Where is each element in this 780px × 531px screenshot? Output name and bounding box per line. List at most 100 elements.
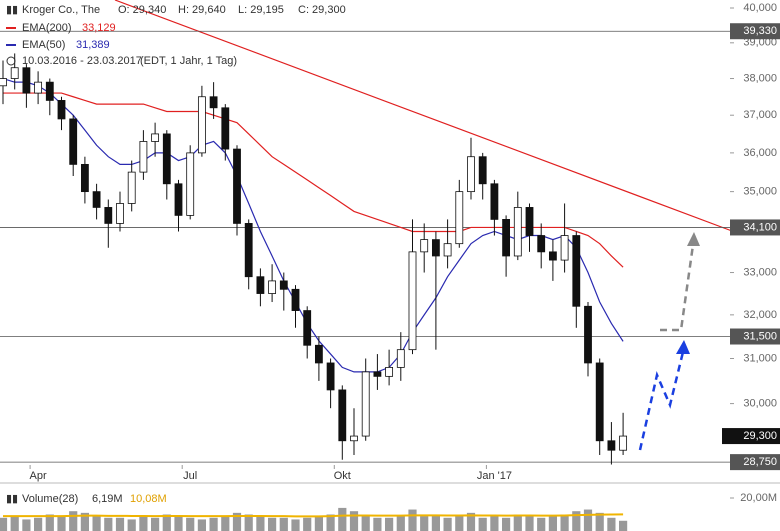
volume-bar <box>268 517 277 531</box>
level-box <box>730 454 780 471</box>
volume-bar <box>244 514 253 531</box>
volume-bar <box>291 519 300 531</box>
candle-body <box>45 81 54 101</box>
icon: ▮▮ <box>6 4 18 16</box>
candle-body <box>595 362 604 442</box>
last-price-label: 29,300 <box>743 430 777 442</box>
candle-body <box>584 305 592 364</box>
y-tick-label: 38,000 <box>743 72 777 84</box>
volume-bar <box>279 517 288 531</box>
last-price-box <box>722 428 780 445</box>
instrument: Kroger Co., The <box>22 4 100 16</box>
y-tick-label: 31,000 <box>743 352 777 364</box>
volume-bar <box>338 507 347 531</box>
volume-bar <box>490 516 499 531</box>
volume-tick-label: 20,00M <box>740 492 777 504</box>
candle-body <box>478 156 487 185</box>
period: 10.03.2016 - 23.03.2017 <box>22 55 142 67</box>
volume-bar <box>548 516 557 531</box>
volume-bar <box>396 516 405 531</box>
header: ▮▮ Kroger Co., The O: 29,340 H: 29,640 L… <box>6 4 346 505</box>
volume-bar <box>619 520 628 531</box>
arrow-head <box>676 340 690 354</box>
candle-body <box>10 67 19 79</box>
volume-bar <box>10 516 19 531</box>
legend-value: 31,389 <box>76 39 110 51</box>
candle-body <box>607 440 616 451</box>
level-box <box>730 328 780 345</box>
candle-body <box>80 163 89 193</box>
candle-body <box>69 118 78 165</box>
volume-bar <box>209 517 218 531</box>
volume-bar <box>197 519 206 531</box>
volume-bar <box>607 517 616 531</box>
candle-body <box>268 280 277 294</box>
candle-body <box>396 349 405 368</box>
volume-bar <box>385 517 394 531</box>
candle-body <box>572 235 581 307</box>
legend: EMA(200) <box>22 22 72 34</box>
candle-body <box>431 239 440 257</box>
volume-bar <box>45 514 54 531</box>
y-tick-label: 32,000 <box>743 309 777 321</box>
candle-body <box>326 362 335 391</box>
volume-bar <box>408 509 417 531</box>
candle-body <box>513 207 522 257</box>
volume-bar <box>420 516 429 531</box>
volume-bar <box>583 509 593 531</box>
candle-body <box>314 344 323 364</box>
candle-body <box>244 223 253 278</box>
volume-bar <box>232 512 242 531</box>
volume-bar <box>174 516 183 531</box>
volume-bar <box>139 516 148 531</box>
y-tick-label: 40,000 <box>743 2 777 14</box>
x-tick-label: Jul <box>183 470 197 482</box>
volume-bar <box>326 514 335 531</box>
candle-body <box>619 435 628 451</box>
legend: EMA(50) <box>22 39 65 51</box>
candle-body <box>338 389 347 442</box>
candle-body <box>186 152 195 216</box>
trend-line <box>114 0 733 232</box>
candle-body <box>373 371 382 377</box>
volume-bar <box>373 517 382 531</box>
candle-body <box>385 367 394 377</box>
volume-avg-line <box>3 513 624 518</box>
candle-body <box>350 435 358 442</box>
volume-bar <box>455 516 464 531</box>
candle-body <box>162 133 171 185</box>
volume-bar <box>69 511 78 531</box>
volume-bar <box>595 512 604 531</box>
candle-body <box>361 371 370 437</box>
candle-body <box>420 239 429 253</box>
candle-body <box>279 280 288 290</box>
candle-body <box>221 107 230 150</box>
y-tick-label: 35,000 <box>743 186 777 198</box>
volume-bar <box>478 517 487 531</box>
volume-bar <box>431 514 440 531</box>
volume-bar <box>572 511 581 531</box>
volume-bar <box>80 512 89 531</box>
volume-bar <box>256 516 265 531</box>
candle-body <box>116 203 124 224</box>
candle-body <box>303 310 312 346</box>
candle-body <box>57 100 66 120</box>
level-label: 28,750 <box>743 456 777 468</box>
candle-body <box>233 148 241 224</box>
volume-bar <box>303 517 312 531</box>
volume-bar <box>349 511 359 531</box>
volume-bar <box>92 516 101 531</box>
volume-bar <box>34 517 43 531</box>
volume-bar <box>0 517 8 531</box>
volume-bar <box>151 517 160 531</box>
candle-body <box>197 96 206 154</box>
ohlc: O: 29,340 <box>118 4 166 16</box>
volume-bar <box>443 517 452 531</box>
level-box <box>730 219 780 236</box>
volume-bar <box>186 517 195 531</box>
volume-bar <box>314 516 323 531</box>
candle-body <box>151 133 160 142</box>
level-label: 39,330 <box>743 25 777 37</box>
